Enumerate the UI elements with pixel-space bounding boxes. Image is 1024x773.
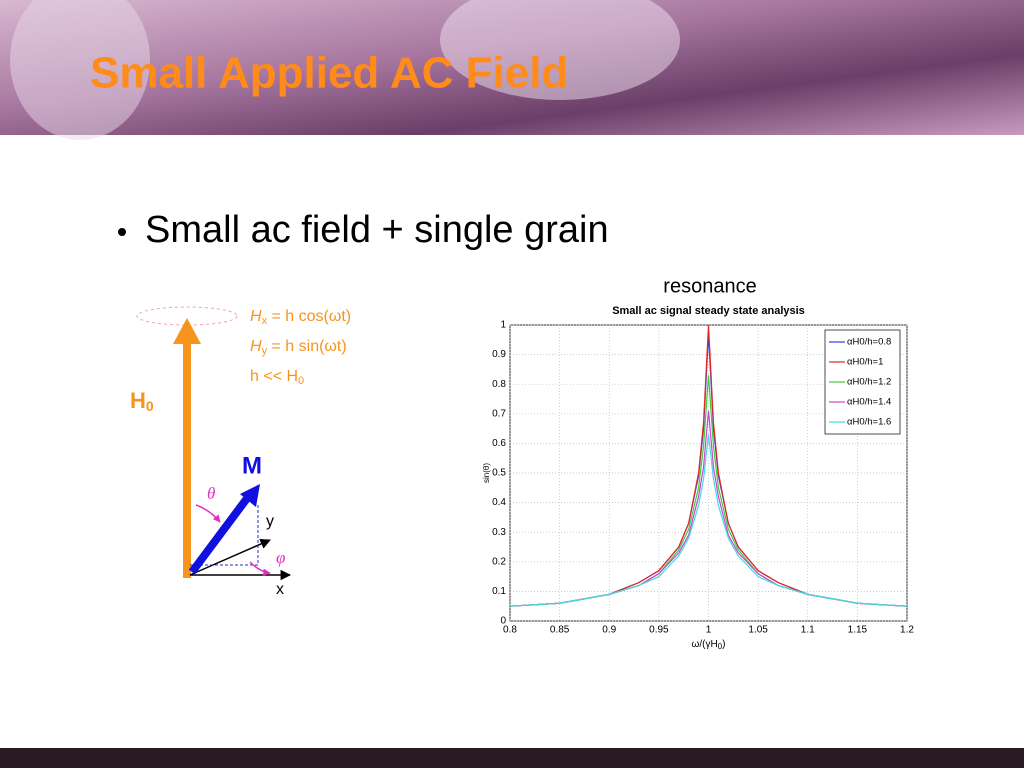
x-axis-title-part: ω/(γH: [692, 639, 718, 650]
y-tick-label: 0.7: [492, 408, 506, 419]
x-axis-title-part: 0: [718, 642, 723, 651]
bullet-dot: [118, 228, 126, 236]
theta-arc: [195, 504, 221, 523]
x-tick-label: 0.95: [649, 625, 669, 636]
series-line: [509, 434, 908, 607]
chart: Small ac signal steady state analysis00.…: [482, 305, 914, 651]
y-tick-label: 1: [500, 320, 506, 331]
y-tick-label: 0.2: [492, 556, 506, 567]
x-axis-label: x: [276, 581, 284, 598]
x-tick-label: 1.1: [801, 625, 815, 636]
equation-part: H: [250, 308, 262, 325]
legend-label: αH0/h=1.6: [847, 417, 891, 428]
annotation: resonance: [663, 275, 756, 297]
header-decor: [10, 0, 150, 140]
theta-label: θ: [207, 484, 215, 503]
equation: Hy = h sin(ωt): [250, 338, 347, 357]
series-line: [509, 324, 908, 607]
x-tick-label: 1.2: [900, 625, 914, 636]
phi-arc: [249, 561, 271, 577]
y-tick-label: 0.5: [492, 468, 506, 479]
legend-label: αH0/h=0.8: [847, 337, 891, 348]
y-tick-label: 0.3: [492, 527, 506, 538]
x-tick-label: 1.05: [748, 625, 768, 636]
x-tick-label: 0.8: [503, 625, 517, 636]
x-axis-title: ω/(γH0): [692, 639, 726, 651]
h0-label-sub: 0: [146, 398, 154, 414]
footer-band: [0, 748, 1024, 768]
h0-label: H0: [130, 388, 154, 414]
precession-ellipse: [136, 306, 238, 326]
y-tick-label: 0.4: [492, 497, 506, 508]
m-label: M: [242, 452, 262, 479]
y-tick-label: 0.1: [492, 586, 506, 597]
equation: Hx = h cos(ωt): [250, 308, 351, 327]
equation-sub: x: [262, 315, 268, 327]
y-axis: [189, 538, 271, 576]
equation-part: = h sin(ωt): [267, 338, 347, 355]
x-tick-label: 1: [706, 625, 712, 636]
y-axis-label: y: [266, 513, 274, 530]
header-decor: [440, 0, 680, 100]
equation-part: H: [250, 338, 262, 355]
legend-label: αH0/h=1.2: [847, 377, 891, 388]
slide-title: Small Applied AC Field: [90, 49, 568, 98]
y-tick-label: 0.6: [492, 438, 506, 449]
equation-sub: 0: [298, 375, 304, 387]
m-arrowhead: [240, 484, 260, 507]
equation-sub: y: [262, 345, 268, 357]
x-axis-title-part: ): [722, 639, 725, 650]
x-tick-label: 0.85: [550, 625, 570, 636]
phi-label: φ: [276, 548, 285, 567]
chart-title: Small ac signal steady state analysis: [612, 305, 805, 317]
equations: Hx = h cos(ωt)Hy = h sin(ωt)h << H0: [250, 308, 351, 387]
legend-label: αH0/h=1: [847, 357, 883, 368]
bullet-text: Small ac field + single grain: [145, 209, 609, 251]
x-tick-label: 0.9: [602, 625, 616, 636]
y-tick-label: 0: [500, 616, 506, 627]
y-tick-label: 0.8: [492, 379, 506, 390]
equation: h << H0: [250, 368, 304, 387]
y-tick-label: 0.9: [492, 349, 506, 360]
legend-label: αH0/h=1.4: [847, 397, 891, 408]
equation-part: h << H: [250, 368, 298, 385]
h0-label-main: H: [130, 388, 146, 413]
h0-arrowhead: [173, 318, 201, 344]
y-axis-title: sin(θ): [482, 463, 491, 483]
m-arrow: [188, 494, 252, 575]
equation-part: = h cos(ωt): [267, 308, 351, 325]
x-tick-label: 1.15: [848, 625, 868, 636]
